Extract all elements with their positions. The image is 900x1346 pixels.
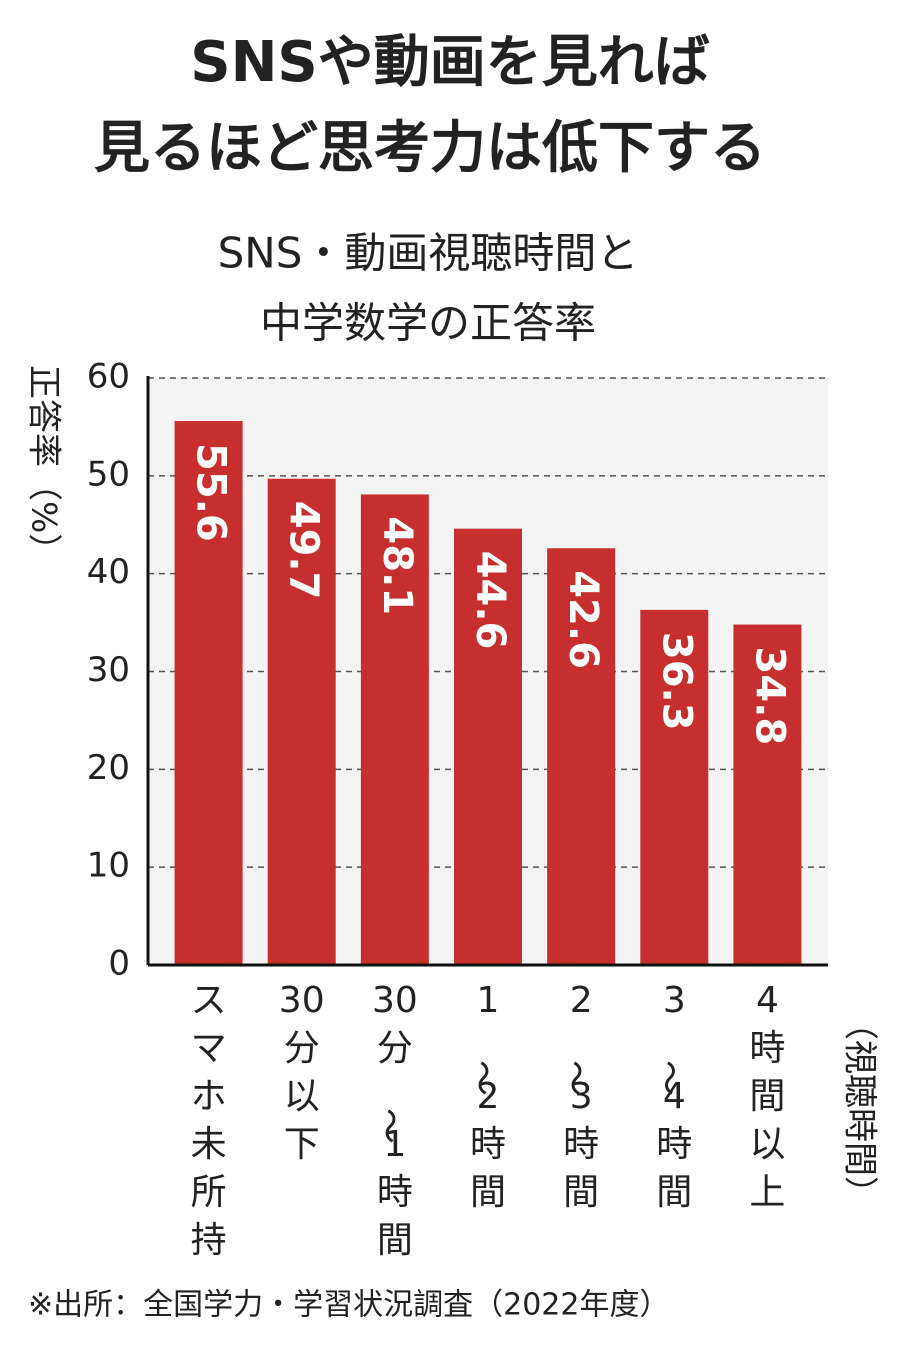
bar — [640, 609, 709, 965]
bar — [454, 528, 522, 965]
bar — [360, 494, 429, 965]
value-label: 36.3 — [653, 632, 699, 731]
bar — [547, 548, 616, 965]
bar — [267, 478, 336, 965]
chart-title: SNSや動画を見れば — [190, 30, 710, 95]
y-axis-label: 正答率（%） — [24, 365, 64, 567]
x-tick-label: 30 分〜1 時間 — [368, 980, 418, 1261]
x-tick-label: 4 時間以上 — [749, 980, 785, 1213]
value-label: 34.8 — [746, 647, 792, 746]
y-tick-label: 20 — [87, 748, 130, 788]
chart-subtitle: 中学数学の正答率 — [260, 299, 596, 348]
y-tick-label: 50 — [87, 454, 130, 494]
value-label: 55.6 — [188, 443, 234, 542]
x-axis-label: （視聴時間） — [840, 1006, 880, 1210]
bar — [174, 421, 243, 966]
value-label: 48.1 — [374, 516, 420, 615]
y-tick-label: 60 — [87, 357, 130, 397]
source-note: ※出所：全国学力・学習状況調査（2022年度） — [28, 1288, 669, 1323]
y-tick-label: 0 — [108, 944, 130, 984]
bar — [733, 624, 802, 965]
y-tick-label: 10 — [87, 846, 130, 886]
x-tick-label: 2 〜3 時間 — [554, 980, 599, 1213]
x-tick-label: スマホ未所持 — [191, 980, 227, 1261]
chart-title: 見るほど思考力は低下する — [94, 116, 766, 181]
x-tick-label: 30 分以下 — [279, 980, 325, 1165]
y-tick-label: 30 — [87, 650, 130, 690]
x-tick-label: 1 〜2 時間 — [461, 980, 506, 1213]
y-tick-label: 40 — [87, 552, 130, 592]
value-label: 49.7 — [281, 501, 327, 600]
value-label: 42.6 — [560, 570, 606, 669]
chart-subtitle: SNS・動画視聴時間と — [218, 229, 639, 278]
x-tick-label: 3 〜4 時間 — [647, 980, 692, 1213]
value-label: 44.6 — [467, 551, 513, 650]
